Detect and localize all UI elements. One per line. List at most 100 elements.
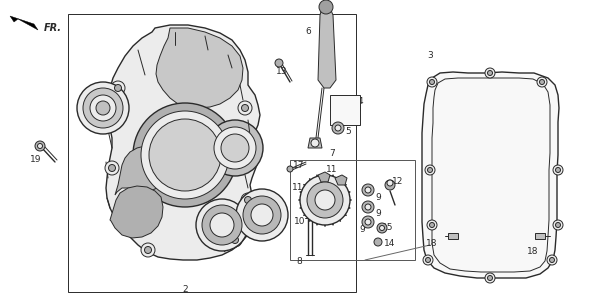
Text: 12: 12: [392, 178, 404, 187]
Polygon shape: [335, 175, 347, 185]
Circle shape: [377, 223, 387, 233]
Circle shape: [374, 238, 382, 246]
Circle shape: [362, 201, 374, 213]
Circle shape: [553, 220, 563, 230]
Circle shape: [38, 144, 42, 148]
Circle shape: [244, 197, 251, 203]
Circle shape: [221, 134, 249, 162]
Text: 11: 11: [326, 166, 337, 175]
Circle shape: [485, 273, 495, 283]
Circle shape: [105, 161, 119, 175]
Circle shape: [428, 167, 432, 172]
Circle shape: [251, 204, 273, 226]
Circle shape: [149, 119, 221, 191]
Bar: [535, 233, 545, 239]
Circle shape: [111, 81, 125, 95]
Text: 2: 2: [182, 286, 188, 294]
Polygon shape: [106, 25, 260, 260]
Polygon shape: [110, 186, 163, 238]
Circle shape: [335, 125, 341, 131]
Circle shape: [539, 79, 545, 85]
Circle shape: [319, 0, 333, 14]
Text: 17: 17: [293, 160, 305, 169]
Circle shape: [145, 247, 152, 253]
Circle shape: [243, 196, 281, 234]
Text: 11: 11: [292, 184, 304, 193]
Circle shape: [430, 222, 434, 228]
Circle shape: [423, 255, 433, 265]
Circle shape: [83, 88, 123, 128]
Text: 16: 16: [99, 117, 111, 126]
Circle shape: [549, 257, 555, 262]
Text: 18: 18: [426, 238, 438, 247]
Polygon shape: [115, 146, 168, 195]
Circle shape: [275, 59, 283, 67]
Circle shape: [90, 95, 116, 121]
Polygon shape: [10, 16, 38, 30]
Circle shape: [109, 165, 116, 172]
Text: 9: 9: [375, 209, 381, 218]
Circle shape: [77, 82, 129, 134]
Text: 19: 19: [30, 156, 42, 165]
Text: 3: 3: [427, 51, 433, 60]
Text: 15: 15: [382, 224, 394, 232]
Circle shape: [287, 166, 293, 172]
Circle shape: [300, 175, 350, 225]
Circle shape: [114, 85, 122, 92]
Text: 5: 5: [345, 128, 351, 136]
Circle shape: [387, 180, 393, 186]
Circle shape: [241, 193, 255, 207]
Circle shape: [430, 79, 434, 85]
Polygon shape: [422, 72, 559, 278]
Circle shape: [311, 139, 319, 147]
Text: 14: 14: [384, 238, 396, 247]
Circle shape: [228, 233, 242, 247]
Text: 13: 13: [276, 67, 288, 76]
Circle shape: [556, 167, 560, 172]
Circle shape: [315, 190, 335, 210]
Circle shape: [238, 101, 252, 115]
Circle shape: [487, 275, 493, 281]
Circle shape: [133, 103, 237, 207]
Bar: [290, 160, 415, 260]
Polygon shape: [308, 138, 322, 148]
Circle shape: [214, 127, 256, 169]
Circle shape: [427, 220, 437, 230]
Circle shape: [427, 77, 437, 87]
Circle shape: [365, 204, 371, 210]
Circle shape: [362, 216, 374, 228]
Text: FR.: FR.: [44, 23, 62, 33]
Circle shape: [35, 141, 45, 151]
Circle shape: [307, 182, 343, 218]
Circle shape: [547, 255, 557, 265]
Text: 8: 8: [296, 257, 302, 266]
Text: 21: 21: [212, 231, 224, 240]
Bar: [330, 95, 360, 125]
Circle shape: [379, 225, 385, 231]
Circle shape: [485, 68, 495, 78]
Text: 9: 9: [359, 225, 365, 234]
Circle shape: [362, 184, 374, 196]
Circle shape: [556, 222, 560, 228]
Text: 10: 10: [294, 218, 306, 226]
Text: 4: 4: [357, 98, 363, 107]
Polygon shape: [318, 8, 336, 88]
Text: 6: 6: [305, 27, 311, 36]
Bar: [448, 233, 458, 239]
Text: 18: 18: [527, 247, 539, 256]
Circle shape: [332, 122, 344, 134]
Text: 9: 9: [375, 193, 381, 201]
Circle shape: [207, 120, 263, 176]
Text: 20: 20: [253, 203, 264, 213]
Circle shape: [210, 213, 234, 237]
Bar: [68, 14, 356, 292]
Polygon shape: [318, 172, 330, 182]
Circle shape: [385, 180, 395, 190]
Circle shape: [365, 219, 371, 225]
Circle shape: [241, 104, 248, 111]
Circle shape: [365, 187, 371, 193]
Circle shape: [537, 77, 547, 87]
Circle shape: [425, 257, 431, 262]
Circle shape: [236, 189, 288, 241]
Text: 7: 7: [329, 148, 335, 157]
